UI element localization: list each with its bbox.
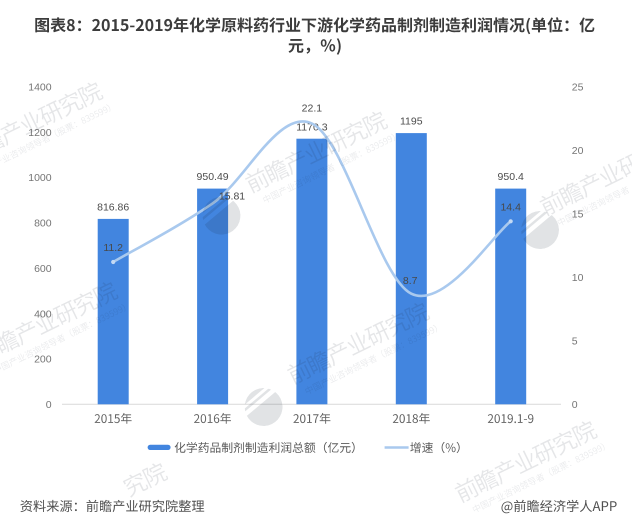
svg-text:0: 0 [46, 399, 52, 411]
svg-text:950.4: 950.4 [498, 171, 524, 183]
svg-text:8.7: 8.7 [403, 275, 418, 287]
svg-text:22.1: 22.1 [302, 103, 323, 115]
svg-text:25: 25 [572, 81, 584, 93]
svg-text:1195: 1195 [400, 116, 423, 128]
svg-text:400: 400 [34, 308, 52, 320]
svg-text:600: 600 [34, 263, 52, 275]
svg-text:950.49: 950.49 [197, 171, 229, 183]
svg-text:200: 200 [34, 354, 52, 366]
svg-text:15: 15 [572, 209, 584, 221]
svg-text:800: 800 [34, 218, 52, 230]
svg-text:10: 10 [572, 272, 584, 284]
svg-text:1000: 1000 [28, 172, 52, 184]
svg-text:1400: 1400 [28, 81, 52, 93]
svg-text:0: 0 [572, 399, 578, 411]
svg-text:14.4: 14.4 [500, 201, 521, 213]
svg-text:5: 5 [572, 336, 578, 348]
svg-text:816.86: 816.86 [97, 202, 129, 214]
svg-text:20: 20 [572, 145, 584, 157]
svg-text:11.2: 11.2 [103, 242, 123, 254]
